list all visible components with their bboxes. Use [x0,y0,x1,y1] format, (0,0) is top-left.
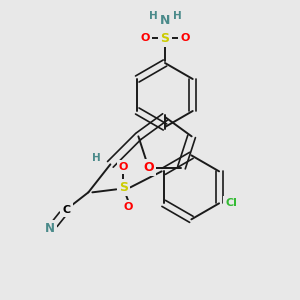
Text: O: O [143,161,154,174]
Text: O: O [119,162,128,172]
Text: O: O [180,33,190,43]
Text: N: N [160,14,170,26]
Text: S: S [119,181,128,194]
Text: S: S [160,32,169,44]
Text: H: H [92,153,101,163]
Text: C: C [62,205,70,215]
Text: O: O [124,202,133,212]
Text: Cl: Cl [225,198,237,208]
Text: H: H [148,11,158,21]
Text: O: O [140,33,150,43]
Text: N: N [45,222,56,235]
Text: H: H [172,11,182,21]
